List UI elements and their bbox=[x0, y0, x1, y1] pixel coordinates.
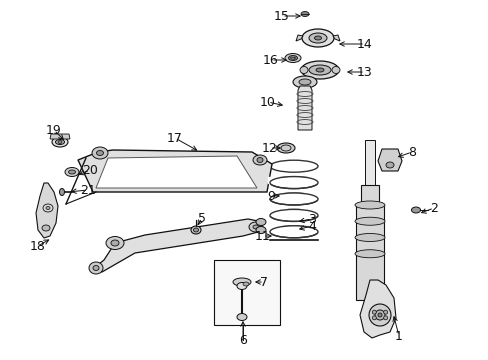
Ellipse shape bbox=[256, 219, 265, 225]
Ellipse shape bbox=[371, 316, 376, 320]
Ellipse shape bbox=[257, 158, 263, 162]
Polygon shape bbox=[359, 280, 395, 338]
Text: 10: 10 bbox=[260, 95, 275, 108]
Ellipse shape bbox=[237, 314, 246, 320]
Text: 7: 7 bbox=[260, 275, 267, 288]
Polygon shape bbox=[36, 183, 58, 238]
Ellipse shape bbox=[65, 167, 79, 176]
Ellipse shape bbox=[308, 33, 326, 43]
Ellipse shape bbox=[308, 65, 330, 75]
Text: 14: 14 bbox=[356, 37, 372, 50]
Ellipse shape bbox=[252, 155, 266, 165]
Ellipse shape bbox=[52, 137, 68, 147]
Text: 19: 19 bbox=[46, 123, 62, 136]
Bar bbox=[214, 260, 280, 325]
Polygon shape bbox=[96, 156, 257, 188]
Ellipse shape bbox=[354, 201, 384, 209]
Text: 13: 13 bbox=[356, 66, 372, 78]
Text: 16: 16 bbox=[263, 54, 278, 67]
Ellipse shape bbox=[377, 313, 381, 317]
Ellipse shape bbox=[191, 226, 201, 234]
Ellipse shape bbox=[232, 278, 250, 286]
Ellipse shape bbox=[46, 207, 50, 210]
Ellipse shape bbox=[315, 68, 324, 72]
Ellipse shape bbox=[302, 29, 333, 47]
Text: 18: 18 bbox=[30, 239, 46, 252]
Ellipse shape bbox=[411, 207, 420, 213]
Ellipse shape bbox=[42, 225, 50, 231]
Text: 5: 5 bbox=[198, 212, 205, 225]
Ellipse shape bbox=[58, 140, 62, 144]
Ellipse shape bbox=[354, 234, 384, 242]
Text: 11: 11 bbox=[255, 230, 270, 243]
Ellipse shape bbox=[237, 283, 246, 289]
Polygon shape bbox=[267, 226, 319, 232]
Ellipse shape bbox=[385, 162, 393, 168]
Polygon shape bbox=[78, 150, 271, 192]
Text: 4: 4 bbox=[307, 220, 315, 233]
Ellipse shape bbox=[252, 225, 259, 229]
Text: 9: 9 bbox=[266, 189, 274, 202]
Polygon shape bbox=[364, 140, 374, 185]
Ellipse shape bbox=[248, 222, 263, 232]
Ellipse shape bbox=[301, 12, 308, 17]
Ellipse shape bbox=[368, 304, 390, 326]
Text: 2: 2 bbox=[429, 202, 437, 215]
Ellipse shape bbox=[92, 147, 108, 159]
Ellipse shape bbox=[383, 310, 387, 314]
Ellipse shape bbox=[276, 143, 294, 153]
Text: 3: 3 bbox=[307, 212, 315, 225]
Polygon shape bbox=[297, 86, 311, 130]
Text: 1: 1 bbox=[394, 329, 402, 342]
Text: 17: 17 bbox=[167, 131, 183, 144]
Ellipse shape bbox=[256, 226, 265, 234]
Ellipse shape bbox=[374, 310, 384, 320]
Polygon shape bbox=[332, 35, 339, 41]
Ellipse shape bbox=[285, 54, 301, 63]
Ellipse shape bbox=[288, 55, 297, 60]
Polygon shape bbox=[295, 35, 303, 41]
Ellipse shape bbox=[111, 240, 119, 246]
Ellipse shape bbox=[106, 237, 124, 249]
Text: 6: 6 bbox=[239, 333, 246, 346]
Polygon shape bbox=[267, 177, 319, 183]
Ellipse shape bbox=[371, 310, 376, 314]
Text: 12: 12 bbox=[262, 141, 277, 154]
Ellipse shape bbox=[93, 266, 99, 270]
Ellipse shape bbox=[354, 217, 384, 225]
Text: 20: 20 bbox=[82, 163, 98, 176]
Ellipse shape bbox=[243, 282, 248, 286]
Ellipse shape bbox=[68, 170, 75, 174]
Ellipse shape bbox=[314, 36, 321, 40]
Polygon shape bbox=[267, 210, 319, 215]
Polygon shape bbox=[50, 134, 70, 139]
Ellipse shape bbox=[383, 316, 387, 320]
Ellipse shape bbox=[331, 67, 339, 73]
Ellipse shape bbox=[89, 262, 103, 274]
Ellipse shape bbox=[354, 250, 384, 258]
Ellipse shape bbox=[301, 61, 338, 79]
Text: 8: 8 bbox=[407, 145, 415, 158]
Polygon shape bbox=[267, 193, 319, 199]
Ellipse shape bbox=[298, 79, 310, 85]
Text: 21: 21 bbox=[80, 184, 96, 197]
Ellipse shape bbox=[60, 189, 64, 195]
Ellipse shape bbox=[193, 228, 198, 232]
Ellipse shape bbox=[96, 150, 103, 156]
Ellipse shape bbox=[299, 67, 307, 73]
Polygon shape bbox=[94, 219, 263, 272]
Polygon shape bbox=[355, 185, 383, 300]
Ellipse shape bbox=[55, 140, 64, 144]
Polygon shape bbox=[377, 149, 401, 171]
Ellipse shape bbox=[292, 76, 316, 88]
Text: 15: 15 bbox=[273, 9, 289, 23]
